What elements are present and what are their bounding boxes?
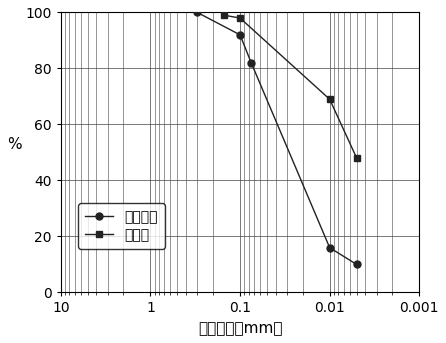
软粘土	[327, 97, 332, 101]
Line: 粉质粘土: 粉质粘土	[194, 9, 360, 268]
粉质粘土	[354, 262, 359, 267]
X-axis label: 颗粒粒径（mm）: 颗粒粒径（mm）	[198, 321, 282, 336]
粉质粘土	[194, 10, 200, 14]
软粘土	[354, 156, 359, 160]
粉质粘土	[327, 246, 332, 250]
Legend: 粉质粘土, 软粘土: 粉质粘土, 软粘土	[78, 203, 165, 249]
粉质粘土	[237, 33, 243, 37]
Y-axis label: %: %	[7, 138, 21, 152]
粉质粘土	[248, 61, 254, 65]
软粘土	[222, 13, 227, 17]
Line: 软粘土: 软粘土	[221, 12, 360, 162]
软粘土	[237, 16, 243, 20]
